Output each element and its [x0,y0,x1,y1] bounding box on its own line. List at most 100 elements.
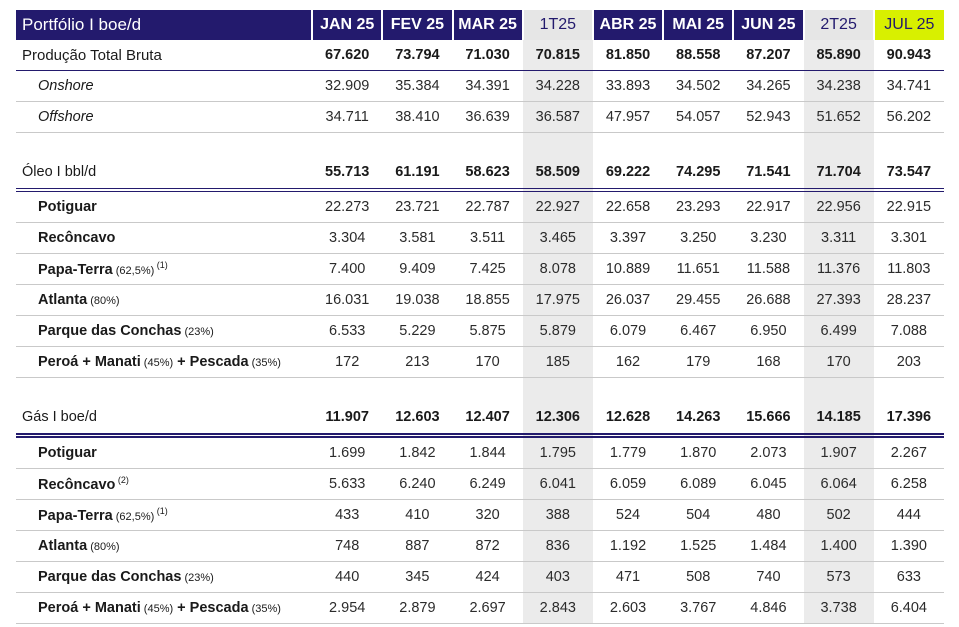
value-cell: 213 [382,346,453,378]
value-cell: 424 [452,561,523,593]
value-cell: 34.502 [663,70,734,102]
value-cell: 410 [382,499,453,531]
value-cell: 34.391 [452,70,523,102]
row-label: Potiguar [16,435,313,469]
value-cell: 11.376 [803,253,874,285]
value-cell: 26.688 [733,284,804,316]
value-cell: 1.907 [803,435,874,469]
value-cell: 56.202 [873,101,944,133]
value-cell: 6.950 [733,315,804,347]
value-cell: 11.651 [663,253,734,285]
value-cell: 3.304 [312,222,383,254]
value-cell: 1.699 [312,435,383,469]
row-oil-asset: Parque das Conchas (23%) 6.533 5.229 5.875 5… [16,315,944,347]
row-gas-asset: Potiguar 1.699 1.842 1.844 1.795 1.779 1.870 2.… [16,435,944,469]
value-cell: 179 [663,346,734,378]
value-cell: 3.581 [382,222,453,254]
value-cell: 170 [452,346,523,378]
value-cell: 23.721 [382,190,453,223]
value-cell: 27.393 [803,284,874,316]
value-cell: 2.073 [733,435,804,469]
value-cell: 87.207 [733,40,804,71]
value-cell: 18.855 [452,284,523,316]
value-cell: 22.956 [803,190,874,223]
value-cell: 3.511 [452,222,523,254]
row-unit: I bbl/d [52,163,97,180]
value-cell: 34.238 [803,70,874,102]
value-cell: 2.603 [592,592,664,624]
value-cell: 70.815 [522,40,593,71]
value-cell: 508 [663,561,734,593]
row-oil-total: Óleo I bbl/d 55.713 61.191 58.623 58.509 69.2… [16,147,944,192]
value-cell: 71.541 [733,147,804,192]
value-cell: 3.738 [803,592,874,624]
value-cell: 345 [382,561,453,593]
value-cell: 22.273 [312,190,383,223]
value-cell: 58.509 [522,147,593,192]
value-cell: 3.301 [873,222,944,254]
value-cell: 52.943 [733,101,804,133]
value-cell: 74.295 [663,147,734,192]
value-cell: 480 [733,499,804,531]
value-cell: 10.889 [592,253,664,285]
row-label-text: Parque das Conchas [38,323,182,339]
value-cell: 872 [452,530,523,562]
value-cell: 185 [522,346,593,378]
row-label: Papa-Terra (62,5%) (1) [16,253,313,285]
value-cell: 1.844 [452,435,523,469]
value-cell: 19.038 [382,284,453,316]
value-cell: 5.879 [522,315,593,347]
stake-percent: (45%) [140,357,174,369]
value-cell: 29.455 [663,284,734,316]
value-cell: 22.917 [733,190,804,223]
row-oil-asset: Papa-Terra (62,5%) (1) 7.400 9.409 7.425 8.0… [16,253,944,285]
value-cell: 433 [312,499,383,531]
value-cell: 85.890 [803,40,874,71]
row-label-text: Peroá + Manati [38,354,141,370]
value-cell: 440 [312,561,383,593]
row-label: Onshore [16,70,313,102]
value-cell: 9.409 [382,253,453,285]
value-cell: 444 [873,499,944,531]
value-cell: 6.059 [592,468,664,500]
value-cell: 22.915 [873,190,944,223]
value-cell: 12.628 [592,392,664,438]
value-cell: 7.400 [312,253,383,285]
row-label: Atlanta (80%) [16,530,313,562]
value-cell: 1.192 [592,530,664,562]
value-cell: 504 [663,499,734,531]
column-header: JAN 25 [311,10,383,40]
row-label-text: Papa-Terra [38,261,113,278]
row-label: Papa-Terra (62,5%) (1) [16,499,313,531]
row-oil-asset: Peroá + Manati (45%) + Pescada (35%) 172 2… [16,346,944,378]
value-cell: 6.240 [382,468,453,500]
value-cell: 6.045 [733,468,804,500]
stake-percent: (23%) [181,326,214,338]
stake-percent: (80%) [87,541,120,553]
value-cell: 90.943 [873,40,944,71]
value-cell: 17.396 [873,392,944,438]
value-cell: 34.265 [733,70,804,102]
value-cell: 73.547 [873,147,944,192]
value-cell: 6.258 [873,468,944,500]
value-cell: 6.467 [663,315,734,347]
value-cell: 12.603 [382,392,453,438]
value-cell: 11.803 [873,253,944,285]
value-cell: 1.484 [733,530,804,562]
row-label-text: Onshore [38,78,94,94]
value-cell: 16.031 [312,284,383,316]
value-cell: 88.558 [663,40,734,71]
value-cell: 11.907 [312,392,383,438]
row-gas-asset: Parque das Conchas (23%) 440 345 424 403 471 5… [16,561,944,593]
value-cell: 1.870 [663,435,734,469]
row-label: Gás I boe/d [16,392,313,438]
value-cell: 4.846 [733,592,804,624]
value-cell: 22.787 [452,190,523,223]
row-unit: I boe/d [48,408,97,425]
column-header-quarter: 2T25 [802,10,874,40]
value-cell: 3.465 [522,222,593,254]
value-cell: 22.927 [522,190,593,223]
stake-percent: (23%) [181,572,214,584]
value-cell: 162 [592,346,664,378]
value-cell: 1.842 [382,435,453,469]
